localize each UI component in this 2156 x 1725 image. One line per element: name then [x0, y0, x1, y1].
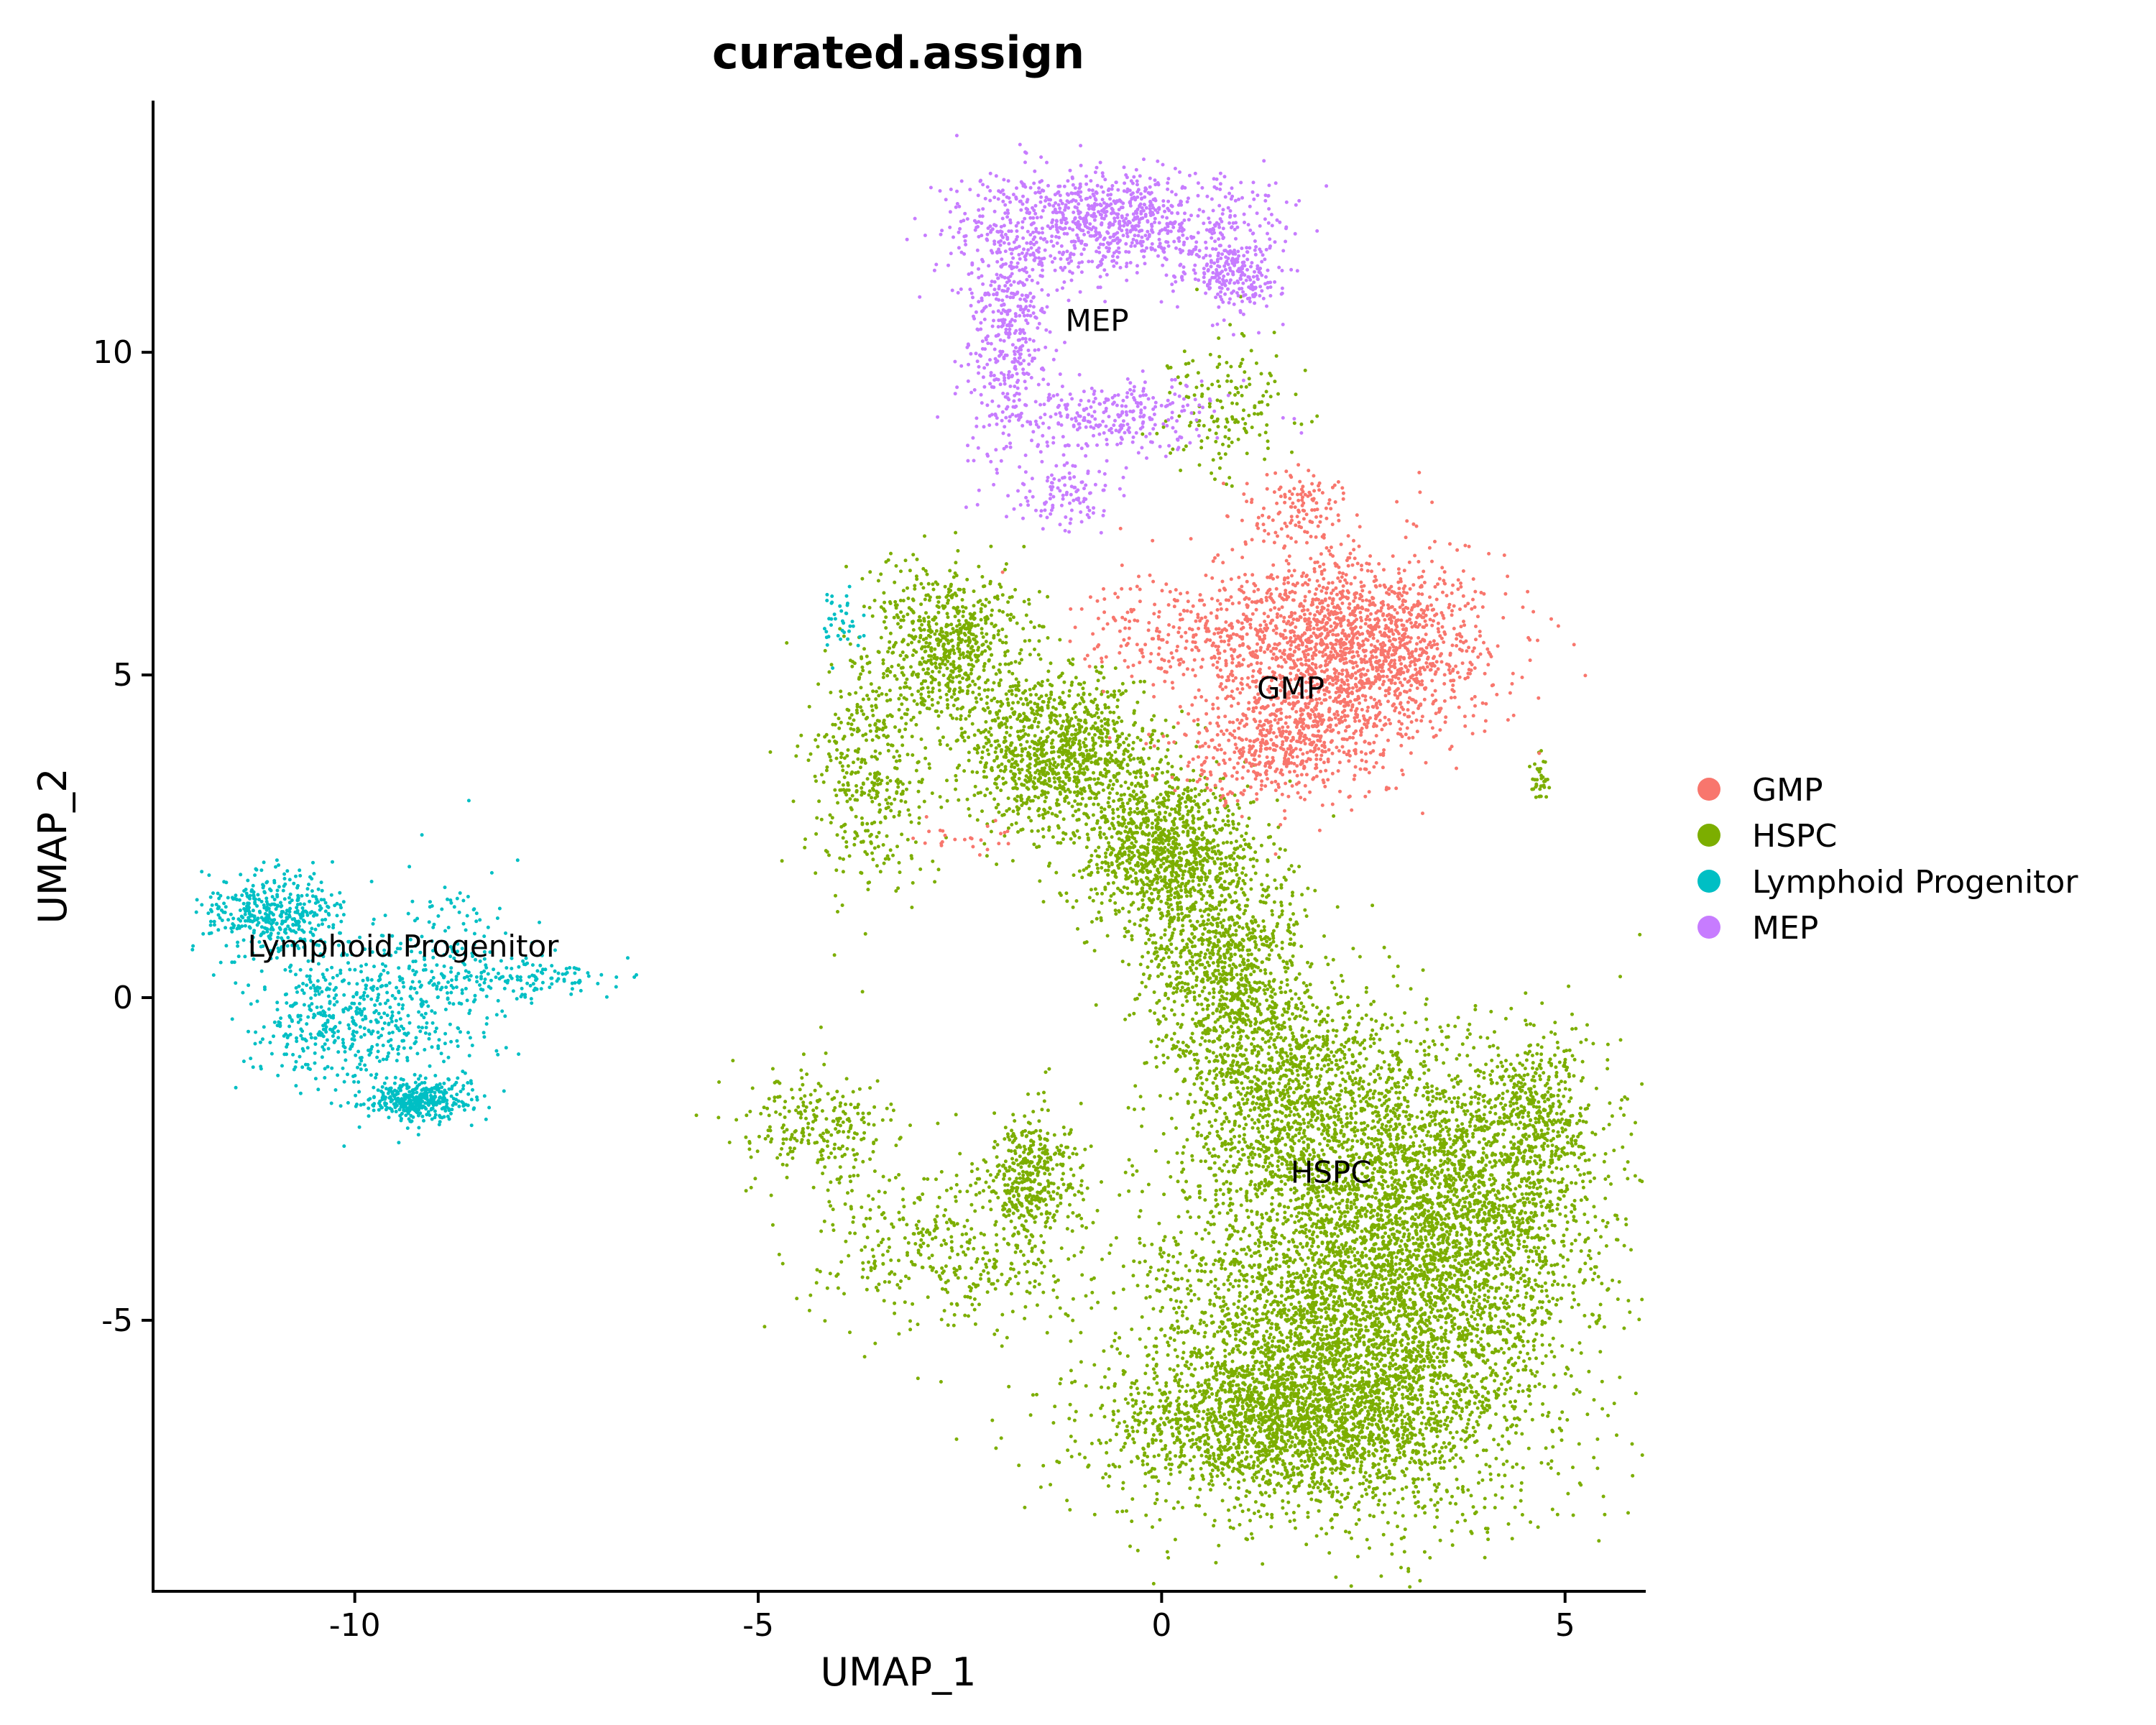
legend-label-lymphoid-progenitor: Lymphoid Progenitor [1752, 864, 2078, 901]
points-lymphoid-progenitor-26 [211, 900, 514, 1149]
points-hspc-14 [1528, 749, 1552, 799]
y-tick-label: 5 [113, 657, 133, 694]
points-mep-23 [936, 369, 1304, 470]
y-axis-ticks: -5 0 5 10 [93, 334, 153, 1339]
points-lymphoid-progenitor-25 [190, 858, 374, 973]
points-hspc-6 [918, 617, 1207, 875]
points-hspc-10 [749, 1135, 1169, 1381]
legend-label-hspc: HSPC [1752, 818, 1837, 855]
y-tick-label: 10 [93, 334, 133, 371]
points-mep-21 [918, 134, 1088, 507]
points-gmp-16 [1107, 661, 1434, 856]
legend-key-lymphoid-progenitor [1697, 870, 1720, 893]
legend-key-hspc [1697, 824, 1720, 847]
x-tick-label: 0 [1151, 1607, 1171, 1644]
points-hspc-7 [785, 530, 1081, 743]
y-tick-label: -5 [101, 1302, 133, 1339]
y-tick-label: 0 [113, 980, 133, 1016]
cluster-labels: MEP GMP HSPC Lymphoid Progenitor [248, 303, 1372, 1190]
points-gmp-17 [1000, 526, 1402, 712]
points-hspc-9 [969, 1067, 1089, 1261]
points-hspc-4 [1094, 761, 1368, 1185]
points-hspc-11 [694, 1025, 958, 1197]
x-tick-label: -5 [742, 1607, 774, 1644]
points-mep-20 [905, 144, 1329, 322]
chart-title: curated.assign [712, 27, 1084, 79]
points-hspc-13 [1141, 288, 1319, 488]
points-mep-24 [964, 443, 1126, 535]
legend-label-mep: MEP [1752, 910, 1818, 947]
points-mep-22 [1162, 221, 1299, 337]
points-hspc-8 [768, 572, 957, 994]
cluster-label-hspc: HSPC [1291, 1154, 1372, 1190]
scatter-points [190, 134, 1644, 1589]
points-hspc-1 [1209, 932, 1644, 1476]
points-gmp-15 [1151, 471, 1588, 816]
legend-key-mep [1697, 916, 1720, 939]
legend: GMP HSPC Lymphoid Progenitor MEP [1697, 772, 2078, 947]
x-axis-label: UMAP_1 [821, 1650, 977, 1695]
legend-label-gmp: GMP [1752, 772, 1823, 809]
points-hspc-2 [939, 1289, 1596, 1560]
x-tick-label: 5 [1555, 1607, 1575, 1644]
points-lymphoid-progenitor-30 [822, 584, 866, 670]
x-axis-ticks: -10 -5 0 5 [329, 1591, 1575, 1644]
points-hspc-5 [1037, 726, 1282, 990]
legend-key-gmp [1697, 778, 1720, 801]
points-hspc-12 [1456, 984, 1598, 1223]
points-lymphoid-progenitor-28 [362, 799, 544, 1093]
points-gmp-19 [911, 815, 1010, 857]
y-axis-label: UMAP_2 [30, 768, 75, 924]
points-hspc-3 [1126, 865, 1522, 1262]
cluster-label-mep: MEP [1066, 303, 1129, 338]
points-lymphoid-progenitor-29 [376, 941, 638, 1006]
points-gmp-18 [1221, 463, 1359, 558]
points-lymphoid-progenitor-27 [354, 1070, 492, 1137]
x-tick-label: -10 [329, 1607, 381, 1644]
cluster-label-gmp: GMP [1257, 671, 1325, 706]
cluster-label-lymphoid-progenitor: Lymphoid Progenitor [248, 929, 560, 964]
